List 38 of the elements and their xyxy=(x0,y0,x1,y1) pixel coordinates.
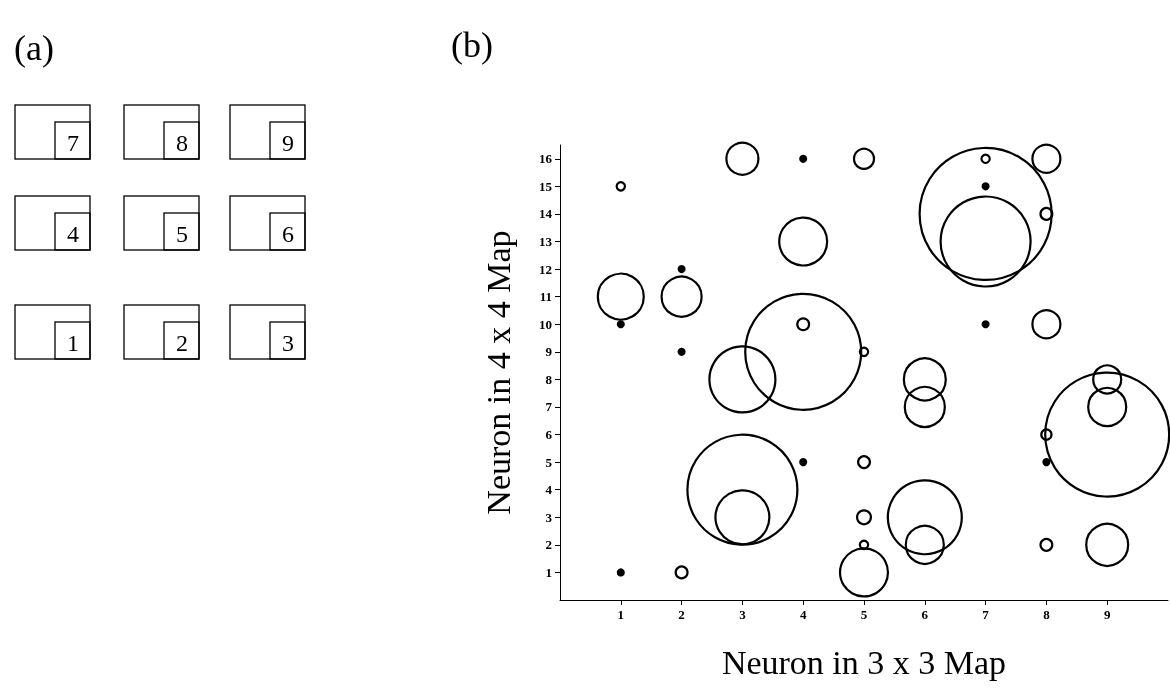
x-tick-label: 1 xyxy=(617,607,625,622)
text: 1 xyxy=(67,330,79,356)
y-tick-label: 6 xyxy=(545,427,553,443)
y-tick-label: 9 xyxy=(545,344,553,360)
x-tick-label: 3 xyxy=(739,607,747,622)
x-tick-label: 9 xyxy=(1103,607,1111,622)
y-tick-label: 13 xyxy=(539,234,553,250)
x-axis-title: Neuron in 3 x 3 Map xyxy=(721,643,1007,681)
x-tick-label: 5 xyxy=(860,607,868,622)
text: 9 xyxy=(282,130,294,156)
y-axis-title: Neuron in 4 x 4 Map xyxy=(479,230,517,515)
text: 4 xyxy=(67,221,79,247)
x-tick-label: 8 xyxy=(1043,607,1051,622)
x-tick-label: 2 xyxy=(678,607,685,622)
text: 5 xyxy=(176,221,188,247)
y-tick-label: 12 xyxy=(539,261,552,277)
y-tick-label: 16 xyxy=(539,151,553,167)
y-tick-label: 2 xyxy=(545,537,552,553)
chart-title: (b) xyxy=(451,25,493,65)
x-tick-label: 6 xyxy=(921,607,929,622)
y-tick-label: 1 xyxy=(545,564,552,580)
y-tick-label: 8 xyxy=(545,371,553,387)
y-tick-label: 5 xyxy=(545,454,553,470)
text: 6 xyxy=(282,221,294,247)
y-tick-label: 14 xyxy=(539,206,553,222)
text: 2 xyxy=(176,330,188,356)
y-tick-label: 3 xyxy=(545,509,553,525)
y-tick-label: 7 xyxy=(545,399,553,415)
x-tick-label: 7 xyxy=(982,607,990,622)
x-tick-label: 4 xyxy=(799,607,807,622)
y-tick-label: 4 xyxy=(545,482,553,498)
y-tick-label: 15 xyxy=(539,178,553,194)
y-tick-label: 11 xyxy=(539,289,552,305)
y-tick-label: 10 xyxy=(539,316,552,332)
text: 7 xyxy=(67,130,79,156)
text: (a) xyxy=(14,28,54,68)
text: 8 xyxy=(176,130,188,156)
text: 3 xyxy=(282,330,294,356)
